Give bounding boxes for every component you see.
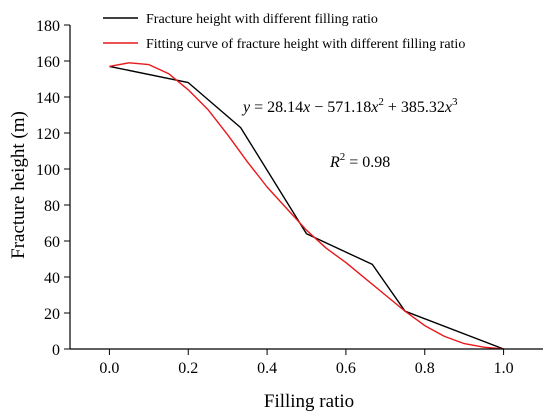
x-tick-label: 0.6	[336, 360, 356, 377]
series-line-1	[109, 62, 504, 350]
y-tick-label: 100	[36, 162, 60, 179]
y-tick-label: 120	[36, 126, 60, 143]
x-tick-label: 0.8	[415, 360, 435, 377]
y-tick-label: 80	[44, 198, 60, 215]
x-tick-label: 0.2	[178, 360, 198, 377]
y-tick-label: 0	[52, 342, 60, 359]
legend: Fracture height with different filling r…	[103, 12, 465, 52]
x-tick-label: 0.0	[99, 360, 119, 377]
y-tick-label: 20	[44, 306, 60, 323]
labels-layer: 0.0 0.2 0.4 0.6 0.8 1.0 0 20 40 60 80 100 120 140 160 1…	[36, 18, 514, 377]
y-tick-label: 60	[44, 234, 60, 251]
r-squared: R2 = 0.98	[329, 151, 390, 171]
legend-label-fitted: Fitting curve of fracture height with di…	[146, 37, 465, 52]
series-layer	[109, 62, 504, 350]
fit-equation: y = 28.14x − 571.18x2 + 385.32x3	[241, 96, 458, 116]
x-tick-label: 0.4	[257, 360, 277, 377]
x-axis-title: Filling ratio	[264, 391, 354, 412]
y-tick-label: 160	[36, 54, 60, 71]
y-tick-label: 180	[36, 18, 60, 35]
axes-layer	[64, 24, 543, 355]
y-tick-label: 40	[44, 270, 60, 287]
y-axis-title: Fracture height (m)	[8, 111, 29, 259]
legend-label-observed: Fracture height with different filling r…	[146, 12, 378, 27]
y-tick-label: 140	[36, 90, 60, 107]
x-tick-label: 1.0	[494, 360, 514, 377]
